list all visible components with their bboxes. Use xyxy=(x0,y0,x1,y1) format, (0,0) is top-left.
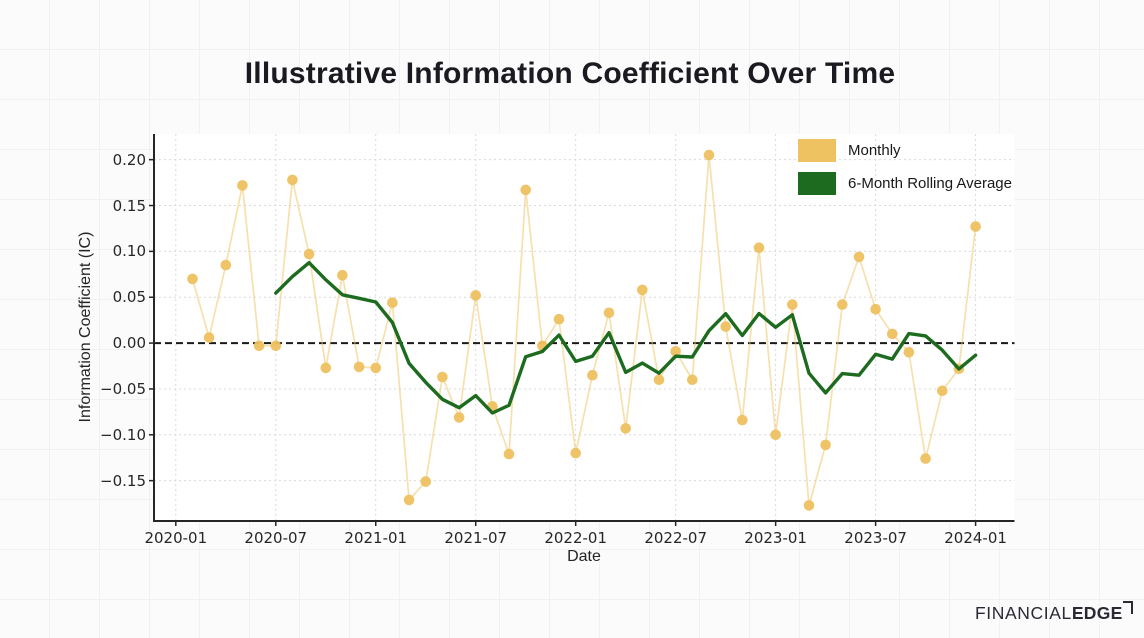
y-tick-label: 0.10 xyxy=(112,242,146,261)
monthly-data-point xyxy=(837,299,848,310)
monthly-data-point xyxy=(287,174,298,186)
monthly-data-point xyxy=(970,221,981,232)
logo-text-edge: EDGE xyxy=(1071,603,1123,623)
y-tick-label: 0.20 xyxy=(112,150,146,169)
y-tick-label: −0.05 xyxy=(100,379,146,398)
monthly-data-point xyxy=(370,362,382,374)
monthly-data-point xyxy=(553,313,565,325)
monthly-data-point xyxy=(803,500,815,511)
x-tick-label: 2020-07 xyxy=(244,529,308,547)
monthly-data-point xyxy=(437,371,448,383)
monthly-data-point xyxy=(337,269,348,281)
monthly-data-point xyxy=(587,369,598,381)
monthly-data-point xyxy=(503,448,515,460)
x-tick-label: 2022-01 xyxy=(544,529,608,547)
monthly-data-point xyxy=(303,248,315,260)
financial-edge-logo: FINANCIAL EDGE xyxy=(975,601,1133,624)
monthly-data-point xyxy=(603,307,615,319)
monthly-data-point xyxy=(453,412,465,423)
monthly-data-point xyxy=(387,297,398,309)
monthly-data-point xyxy=(653,374,665,386)
y-tick-label: 0.15 xyxy=(112,196,146,215)
monthly-data-point xyxy=(320,362,332,374)
monthly-data-point xyxy=(353,361,365,373)
chart-legend: Monthly 6-Month Rolling Average xyxy=(798,139,1012,205)
monthly-data-point xyxy=(720,321,731,332)
monthly-data-point xyxy=(937,385,948,397)
y-tick-label: 0.05 xyxy=(112,288,146,307)
chart-title: Illustrative Information Coefficient Ove… xyxy=(244,57,896,90)
x-tick-label: 2023-01 xyxy=(744,529,807,547)
monthly-data-point xyxy=(403,494,415,506)
x-axis-label: Date xyxy=(567,548,601,565)
x-tick-label: 2020-01 xyxy=(144,529,208,547)
rolling-average-color-swatch xyxy=(798,172,836,195)
monthly-data-point xyxy=(637,284,648,296)
monthly-data-point xyxy=(870,303,881,315)
monthly-data-point xyxy=(853,251,865,263)
monthly-data-point xyxy=(687,374,698,386)
monthly-data-point xyxy=(920,453,931,464)
x-tick-label: 2024-01 xyxy=(944,529,1007,547)
monthly-data-point xyxy=(820,439,831,451)
x-tick-label: 2021-07 xyxy=(444,529,508,547)
monthly-data-point xyxy=(787,299,798,310)
legend-item-rolling-average: 6-Month Rolling Average xyxy=(798,172,1012,195)
monthly-color-swatch xyxy=(798,139,836,162)
logo-corner-icon xyxy=(1122,601,1133,614)
monthly-data-point xyxy=(420,476,432,487)
monthly-data-point xyxy=(187,273,198,285)
monthly-data-point xyxy=(203,332,215,343)
y-tick-label: 0.00 xyxy=(112,334,146,353)
monthly-data-point xyxy=(903,347,915,358)
monthly-data-point xyxy=(470,290,482,301)
x-tick-label: 2022-07 xyxy=(644,529,708,547)
monthly-data-point xyxy=(270,340,282,352)
legend-label-rolling-average: 6-Month Rolling Average xyxy=(848,175,1012,192)
monthly-data-point xyxy=(753,242,765,253)
monthly-data-point xyxy=(220,259,232,271)
x-tick-label: 2021-01 xyxy=(344,529,408,547)
legend-item-monthly: Monthly xyxy=(798,139,1012,162)
monthly-data-point xyxy=(670,346,681,357)
monthly-data-point xyxy=(237,180,248,191)
monthly-data-point xyxy=(520,184,531,196)
rolling-average-line xyxy=(274,261,978,415)
monthly-data-point xyxy=(253,340,265,352)
y-tick-label: −0.15 xyxy=(100,471,146,490)
monthly-data-point xyxy=(737,414,748,426)
legend-label-monthly: Monthly xyxy=(848,142,901,159)
y-tick-label: −0.10 xyxy=(100,425,146,444)
monthly-data-point xyxy=(620,423,631,434)
x-tick-label: 2023-07 xyxy=(844,529,907,547)
monthly-line xyxy=(191,155,977,506)
monthly-data-point xyxy=(770,429,781,441)
monthly-data-point xyxy=(703,149,715,161)
logo-text-financial: FINANCIAL xyxy=(975,603,1072,623)
monthly-data-point xyxy=(887,328,898,340)
monthly-data-point xyxy=(570,447,581,459)
